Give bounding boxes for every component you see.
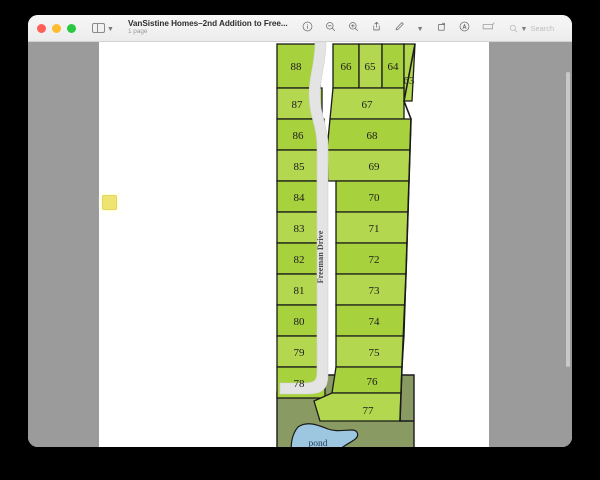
lot-label-73: 73 [369,285,381,297]
rotate-icon[interactable] [436,19,447,37]
road-label-freeman-drive: Freeman Drive [316,230,325,283]
pond-label: pond [309,439,328,447]
sidebar-icon [92,23,105,33]
lot-label-71: 71 [369,223,380,235]
markup-icon[interactable] [394,19,405,37]
pond-shape[interactable] [290,423,359,447]
window-titlebar: ▼ VanSistine Homes–2nd Addition to Free.… [28,15,572,42]
document-title-block: VanSistine Homes–2nd Addition to Free...… [128,20,288,36]
close-window-button[interactable] [37,23,46,33]
share-icon[interactable] [371,19,382,37]
vertical-scrollbar[interactable] [566,72,570,367]
window-controls [37,23,76,33]
search-placeholder: Search [530,23,555,33]
lot-label-87: 87 [292,99,304,111]
lot-column-right [313,87,412,422]
lot-label-85: 85 [294,161,306,173]
lot-label-69: 69 [369,161,381,173]
search-icon [509,24,517,32]
sidebar-toggle-button[interactable]: ▼ [92,23,114,33]
document-viewer[interactable]: Freeman Drive pond 88 87 86 85 84 83 82 … [28,41,572,447]
east-boundary-line [399,43,416,422]
pdf-page: Freeman Drive pond 88 87 86 85 84 83 82 … [99,41,489,447]
crop-icon[interactable] [482,19,495,37]
maximize-window-button[interactable] [67,23,76,33]
lot-label-63: 63 [404,75,416,87]
minimize-window-button[interactable] [52,23,61,33]
plat-map: Freeman Drive pond 88 87 86 85 84 83 82 … [276,41,416,447]
lot-label-67: 67 [362,99,374,111]
annotate-icon[interactable] [459,19,470,37]
lot-label-66: 66 [341,61,353,73]
zoom-out-icon[interactable] [325,19,336,37]
lot-label-77: 77 [363,405,375,417]
yellow-highlight-note[interactable] [102,195,117,210]
chevron-down-icon[interactable]: ▼ [416,25,424,33]
lot-label-81: 81 [294,285,305,297]
lot-label-75: 75 [369,347,381,359]
lot-label-84: 84 [294,192,306,204]
lot-label-65: 65 [365,61,377,73]
lot-row-top [332,43,416,102]
lot-label-82: 82 [294,254,305,266]
lot-labels: 88 87 86 85 84 83 82 81 80 79 78 66 65 6… [291,61,416,417]
lot-label-79: 79 [294,347,306,359]
lot-label-68: 68 [367,130,379,142]
lot-77[interactable] [313,392,402,422]
lot-label-88: 88 [291,61,303,73]
plat-map-svg: Freeman Drive pond 88 87 86 85 84 83 82 … [276,41,416,447]
lot-label-70: 70 [369,192,381,204]
zoom-in-icon[interactable] [348,19,359,37]
toolbar: ▼ [302,19,495,37]
page-count-label: 1 page [127,28,148,36]
chevron-down-icon: ▼ [520,25,528,33]
lot-label-72: 72 [369,254,380,266]
freeman-drive-road[interactable] [279,41,329,395]
lot-label-74: 74 [369,316,381,328]
lot-label-86: 86 [293,130,305,142]
lot-label-78: 78 [294,378,306,390]
page-title: VanSistine Homes–2nd Addition to Free... [127,19,288,28]
search-input[interactable]: ▼ Search [509,23,555,33]
chevron-down-icon: ▼ [107,25,114,33]
lot-label-83: 83 [294,223,306,235]
info-icon[interactable] [302,19,313,37]
lot-label-80: 80 [294,316,306,328]
lot-label-76: 76 [367,376,379,388]
preview-window: ▼ VanSistine Homes–2nd Addition to Free.… [28,15,572,447]
lot-label-64: 64 [388,61,400,73]
